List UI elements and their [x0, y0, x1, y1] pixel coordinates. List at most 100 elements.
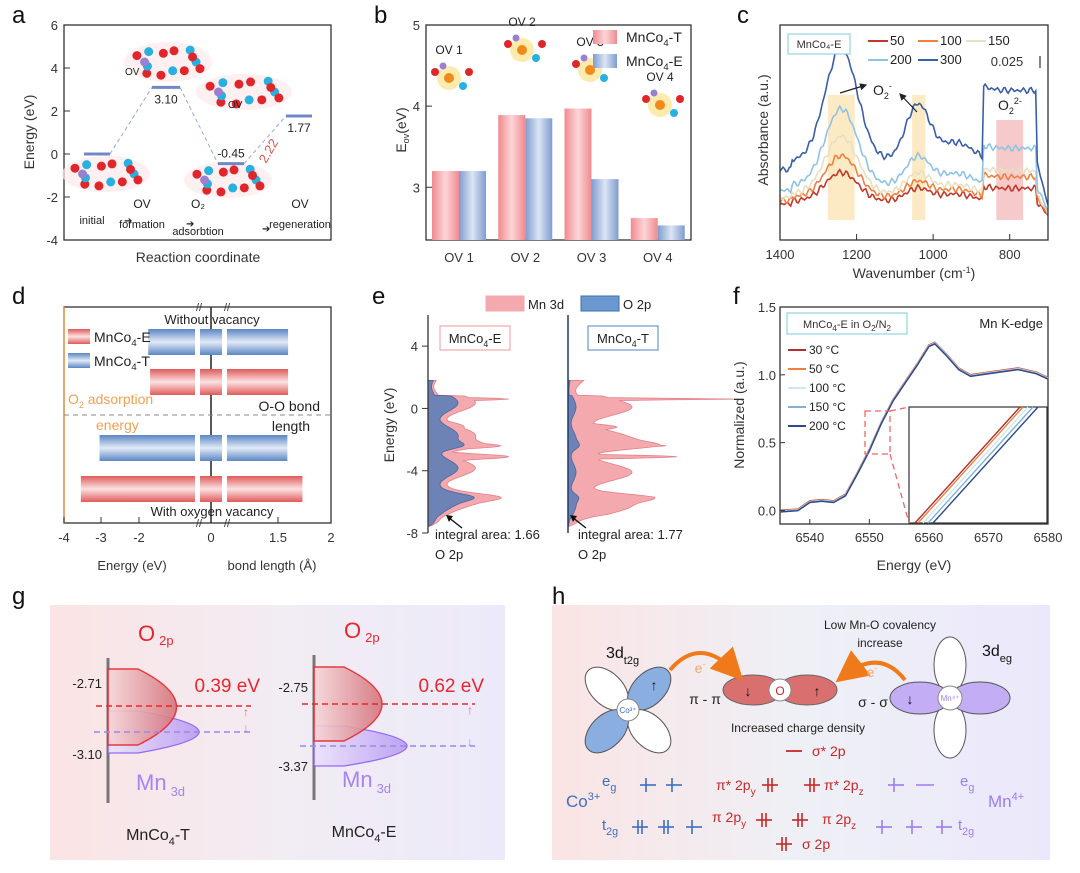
mn-3d-label: Mn 3d [136, 770, 185, 799]
y-tick-label: 0 [411, 401, 418, 416]
atom [144, 47, 154, 57]
atom [133, 175, 143, 185]
axis-break-2: // [224, 302, 231, 314]
co-spin-up: ↑ [651, 677, 658, 693]
bar-e-3 [591, 179, 619, 240]
chart-g-svg: ↑ ↓ -2.71 -3.10 0.39 eV O 2p Mn 3d MnCo4-T ↑ ↓ -2.7… [50, 605, 505, 860]
y-tick-label: -4 [46, 233, 58, 248]
plot-frame [779, 24, 1049, 241]
atom [248, 170, 258, 180]
legend-label: O 2p [623, 297, 651, 312]
panel-letter-a: a [12, 2, 26, 29]
orbital-label: O 2p [578, 547, 606, 562]
atom [244, 95, 254, 105]
panel-e-pdos: Mn 3d O 2p 4 0 -4 -8 Energy (eV) MnCo4-E inte… [360, 280, 743, 580]
atom [156, 70, 166, 80]
adsorption-energy-bar [99, 435, 195, 461]
mn-ion-label: Mn4+ [988, 791, 1024, 811]
atom [234, 79, 244, 89]
sigma-label: σ 2p [802, 836, 830, 852]
material-label: MnCo4-E [332, 824, 397, 845]
vacancy-structure [431, 62, 473, 90]
integral-arrow-head [446, 515, 453, 522]
panel-h-orbital-diagram: Co³⁺ ↑ 3dt2g O ↓ ↑ Mn⁴⁺ ↓ 3deg e- e- π -… [540, 580, 1080, 873]
legend-label: 50 °C [809, 362, 839, 376]
atom [132, 51, 142, 61]
legend-label: MnCo4-T [626, 29, 682, 49]
atom [142, 68, 152, 78]
y-axis-label: Normalized (a.u.) [731, 361, 747, 468]
energy-value-label: 1.77 [287, 121, 311, 135]
o-center-label: O [775, 684, 784, 698]
stage-arrow: ➔ [124, 216, 132, 227]
bond-length-bar [227, 369, 289, 395]
atom [106, 177, 116, 187]
bond-length-bar [227, 329, 289, 355]
gap-arrow-up: ↑ [243, 705, 249, 719]
atom [126, 164, 136, 174]
atom [512, 34, 520, 42]
y-tick-label: -2 [46, 190, 58, 205]
spectrum-line-100 [779, 153, 1049, 215]
inset-line-3 [922, 406, 1029, 524]
legend-label: 100 °C [809, 381, 846, 395]
atom [107, 159, 117, 169]
x-tick-label: 0 [207, 530, 214, 545]
x-axis-label: Reaction coordinate [136, 249, 261, 265]
x-tick-label: 800 [999, 247, 1021, 262]
atom [228, 183, 238, 193]
gap-arrow-down: ↓ [243, 721, 249, 735]
band-highlight [996, 120, 1024, 220]
chart-d-svg: -4 -3 -2 0 1.5 2 // // // // Without vacancy With… [58, 302, 334, 573]
x-tick-label: OV 3 [577, 250, 607, 265]
atom [229, 165, 239, 175]
panel-f-xanes: 6540 6550 6560 6570 6580 0.0 0.5 1.0 1.5 MnCo4-E… [700, 280, 1080, 580]
arrow-superoxide-1 [839, 83, 868, 94]
x-tick-label: -3 [95, 530, 107, 545]
inset-line-1 [914, 406, 1021, 524]
co-center-label: Co³⁺ [619, 706, 636, 715]
x-tick-label: 1200 [842, 247, 871, 262]
pi-y-label: π 2py [712, 809, 747, 830]
x-tick-label: OV 4 [643, 250, 673, 265]
legend-label: 150 [988, 33, 1010, 48]
xanes-line-5 [779, 342, 1049, 513]
structure-label: OV 4 [646, 70, 674, 84]
structure-model [184, 162, 272, 198]
axis-break-1-bottom: // [196, 518, 203, 530]
integral-area-label: integral area: 1.77 [578, 527, 683, 542]
y-tick-label: 1.0 [758, 368, 776, 383]
energy-value-label: -0.45 [217, 147, 245, 161]
left-axis-label-1: O2 adsorption [68, 391, 153, 410]
lower-value: -3.10 [72, 747, 102, 762]
legend-swatch [68, 353, 90, 368]
co-t2g-label: t2g [602, 817, 618, 838]
ov-tag-1: OV [125, 67, 140, 78]
energy-value-label: 3.10 [154, 92, 178, 106]
subpanel-label: MnCo4-T [597, 331, 649, 349]
section-top-label: Without vacancy [164, 312, 260, 327]
structure-label: OV 2 [508, 15, 536, 29]
y-tick-label: 4 [413, 99, 420, 114]
atom [195, 64, 205, 74]
chart-h-svg: Co³⁺ ↑ 3dt2g O ↓ ↑ Mn⁴⁺ ↓ 3deg e- e- π -… [552, 605, 1050, 860]
material-label: MnCo4-T [126, 827, 190, 848]
o-center [768, 678, 792, 702]
atom [192, 169, 202, 179]
bond-length-bar [227, 435, 288, 461]
gap-arrow-up: ↑ [467, 703, 473, 717]
co-d-orbital [584, 666, 672, 754]
atom [532, 54, 540, 62]
pi-star-y-label: π* 2py [716, 777, 757, 798]
barrier-label: 2.22 [256, 136, 282, 165]
ov-tag-2: OV [228, 100, 243, 111]
co-center [616, 698, 640, 722]
x-axis-label-right: bond length (Å) [228, 558, 317, 573]
stage-label: initial [79, 215, 104, 227]
break-segment [200, 476, 222, 502]
gap-arrow-down: ↓ [467, 735, 473, 749]
sample-label: MnCo₄-E [797, 39, 842, 51]
co-eg-label: eg [602, 773, 616, 794]
right-orbital-label: 3deg [982, 643, 1012, 665]
co-ion-label: Co3+ [566, 791, 600, 811]
